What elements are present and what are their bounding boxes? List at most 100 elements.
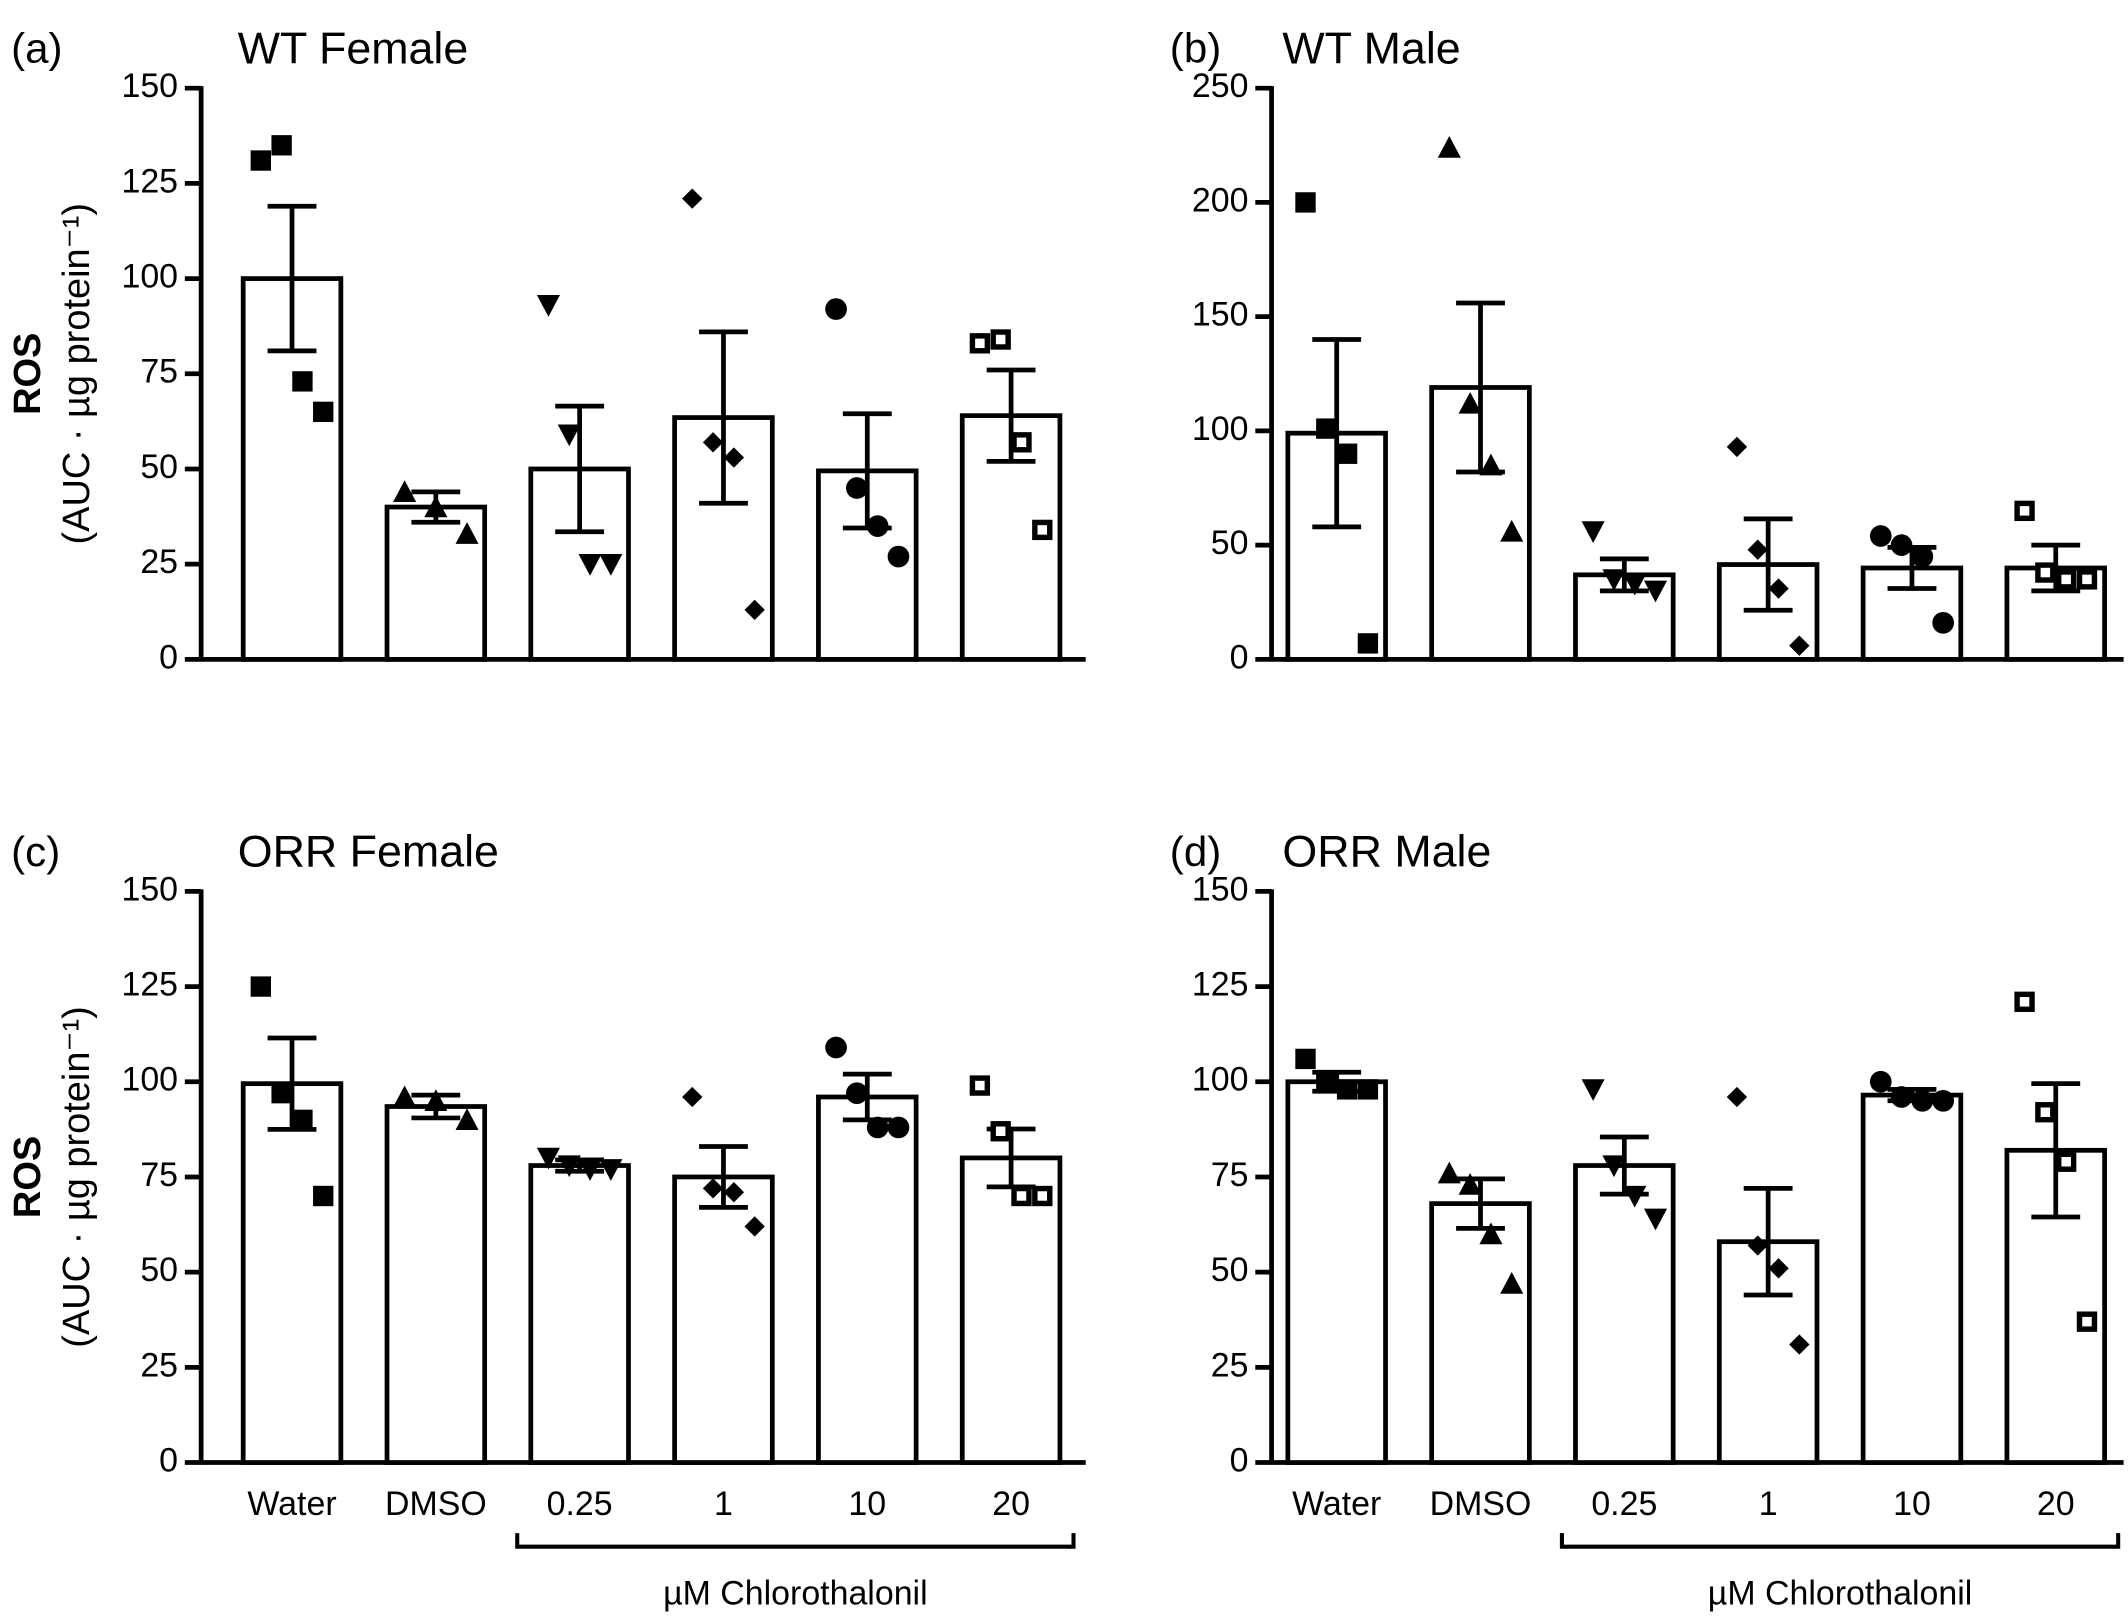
point [292,371,313,392]
point [1500,1272,1524,1294]
point [1458,1173,1482,1195]
point [250,150,271,171]
point [990,329,1011,350]
point [1295,192,1316,213]
bar [959,1155,1063,1465]
x-tick-label: 10 [848,1485,886,1523]
group-label: µM Chlorothalonil [1708,1574,1973,1612]
point [1357,1079,1379,1100]
point [1789,635,1810,656]
y-tick-label: 150 [1192,870,1249,908]
point [424,1089,448,1111]
point [1602,1155,1626,1178]
panel-label: (c) [11,828,60,875]
group-bracket [515,1533,1076,1549]
x-tick-label: 20 [2037,1485,2075,1523]
x-tick-label: 20 [992,1485,1030,1523]
y-tick-label: 25 [140,543,178,581]
point [557,1155,581,1178]
point [536,1147,560,1170]
y-axis-label: ROS [7,1136,49,1218]
point [990,1121,1011,1142]
point [825,1036,847,1059]
panel-title: ORR Male [1282,827,1491,877]
x-tick-label: Water [1292,1485,1381,1523]
point [1336,443,1358,464]
point [2014,991,2035,1012]
point [1011,1185,1032,1207]
y-tick-label: 75 [1211,1156,1249,1194]
point [557,424,581,447]
point [1479,453,1503,476]
point [887,545,910,568]
bar [1860,1092,1964,1465]
y-tick-label: 125 [121,966,178,1004]
x-tick-label: DMSO [385,1485,487,1523]
panel-title: WT Female [238,23,469,73]
y-axis-unit: (AUC · µg protein⁻¹) [56,1006,98,1348]
point [1726,1086,1748,1108]
point [1357,633,1379,654]
y-tick-label: 100 [1192,410,1249,448]
y-tick-label: 25 [140,1346,178,1384]
point [1747,539,1768,560]
bar [1429,1201,1532,1465]
point [723,447,745,468]
point [887,1116,910,1139]
y-tick-label: 150 [121,67,178,105]
bar [384,1104,488,1465]
point [744,1216,765,1237]
x-tick-label: DMSO [1430,1485,1532,1523]
point [1581,1079,1605,1101]
x-tick-label: 1 [1759,1485,1778,1523]
x-tick-label: 0.25 [547,1485,613,1523]
point [2076,1311,2098,1332]
point [1869,525,1892,547]
point [2035,562,2056,583]
bar [240,1081,344,1465]
bar [1285,1079,1388,1465]
point [1911,545,1934,568]
point [1437,136,1461,158]
y-tick-label: 75 [140,353,178,391]
point [1890,534,1913,556]
bar [816,1094,919,1465]
group-bracket [1559,1533,2121,1549]
x-tick-label: 10 [1893,1485,1931,1523]
y-tick-label: 100 [1192,1061,1249,1099]
y-tick-label: 150 [121,870,178,908]
point [2076,569,2098,590]
point [1623,573,1647,596]
bar [528,1163,631,1465]
y-tick-label: 0 [159,1442,178,1480]
point [578,1159,602,1181]
point [1768,578,1789,599]
point [2035,1102,2056,1123]
point [702,432,724,453]
point [1932,611,1955,634]
y-axis-unit: (AUC · µg protein⁻¹) [56,203,98,545]
point [1295,1048,1316,1070]
y-tick-label: 75 [140,1156,178,1194]
point [292,1109,313,1131]
point [866,515,889,537]
point [825,298,847,320]
y-tick-label: 50 [140,448,178,486]
point [1458,391,1482,414]
point [1316,1071,1337,1092]
y-tick-label: 125 [121,162,178,200]
x-tick-label: 0.25 [1591,1485,1657,1523]
point [1911,1089,1934,1112]
point [846,1082,868,1105]
point [2014,500,2035,522]
y-tick-label: 50 [1211,1251,1249,1289]
y-tick-label: 50 [140,1251,178,1289]
point [393,480,417,502]
point [723,1182,745,1203]
point [682,1086,703,1108]
point [682,188,703,209]
panel-label: (d) [1170,828,1221,875]
point [1032,519,1053,541]
point [578,553,602,576]
y-tick-label: 150 [1192,296,1249,334]
